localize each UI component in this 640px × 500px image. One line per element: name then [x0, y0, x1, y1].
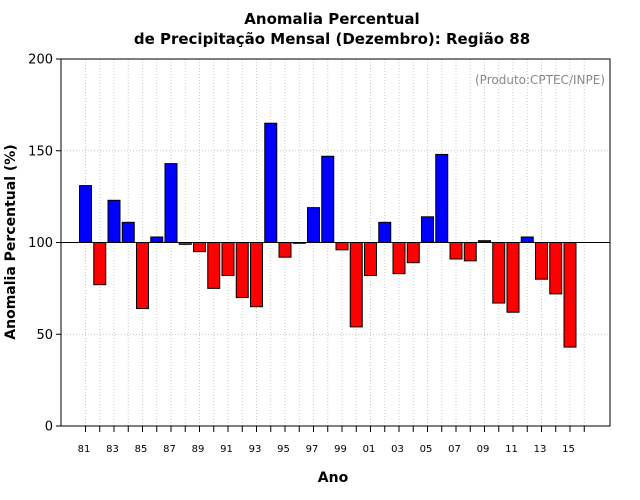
x-tick-label: 85 — [135, 444, 148, 455]
bar-1994 — [264, 122, 278, 243]
source-annotation: (Produto:CPTEC/INPE) — [475, 73, 605, 87]
chart-title-line1: Anomalia Percentual — [244, 10, 419, 28]
axes-group — [60, 58, 611, 427]
x-tick-label: 89 — [192, 444, 205, 455]
bar-1982 — [93, 242, 107, 286]
bar-2006 — [435, 153, 449, 243]
bar-2012 — [520, 236, 534, 243]
bar-1995 — [278, 242, 292, 258]
y-ticks-group: 0 50 100 150 200 — [28, 53, 61, 435]
x-tick-label: 95 — [277, 444, 290, 455]
bar-1993 — [250, 242, 263, 308]
bar-1984 — [121, 221, 135, 244]
y-tick-label: 150 — [28, 144, 53, 159]
x-ticks-group: 81 83 85 87 89 91 93 95 97 99 01 03 05 07 09 11 13 15 — [78, 426, 585, 455]
x-tick-label: 99 — [334, 444, 347, 455]
bar-2002 — [378, 221, 392, 244]
bar-1991 — [221, 242, 235, 277]
bar-2015 — [563, 242, 577, 348]
bar-1997 — [307, 207, 320, 243]
bar-1990 — [207, 242, 221, 289]
x-tick-label: 15 — [562, 444, 575, 455]
bar-2003 — [392, 242, 406, 275]
y-axis-label: Anomalia Percentual (%) — [3, 144, 19, 339]
y-tick-label: 100 — [28, 236, 53, 251]
x-tick-label: 11 — [505, 444, 518, 455]
bar-2004 — [406, 242, 420, 264]
x-tick-label: 01 — [363, 444, 376, 455]
x-tick-label: 81 — [78, 444, 91, 455]
bar-1987 — [164, 163, 178, 243]
y-tick-label: 0 — [45, 420, 53, 435]
y-tick-label: 200 — [28, 53, 53, 68]
bar-1989 — [193, 242, 206, 253]
bar-1986 — [150, 236, 164, 243]
bar-1981 — [79, 185, 92, 244]
bar-2008 — [463, 242, 477, 262]
bars-group — [79, 122, 577, 348]
bar-2001 — [364, 242, 377, 277]
x-tick-label: 09 — [477, 444, 490, 455]
bar-1998 — [321, 155, 335, 244]
x-tick-label: 87 — [163, 444, 176, 455]
x-tick-label: 03 — [391, 444, 404, 455]
bar-1983 — [107, 199, 121, 243]
x-tick-label: 07 — [448, 444, 461, 455]
bar-2000 — [349, 242, 363, 328]
bar-2005 — [421, 216, 434, 243]
x-tick-label: 13 — [534, 444, 547, 455]
bar-2010 — [492, 242, 506, 304]
x-tick-label: 97 — [306, 444, 319, 455]
x-tick-label: 93 — [249, 444, 262, 455]
bar-1985 — [136, 242, 149, 310]
x-axis-label: Ano — [318, 470, 349, 486]
bar-2013 — [535, 242, 548, 280]
y-tick-label: 50 — [36, 328, 53, 343]
bar-2007 — [449, 242, 463, 260]
x-tick-label: 83 — [106, 444, 119, 455]
bar-1999 — [335, 242, 349, 251]
chart-title-line2: de Precipitação Mensal (Dezembro): Regiã… — [134, 30, 530, 48]
bar-2014 — [549, 242, 563, 295]
x-tick-label: 91 — [220, 444, 233, 455]
bar-2011 — [506, 242, 520, 313]
bar-1992 — [235, 242, 249, 299]
x-tick-label: 05 — [420, 444, 433, 455]
